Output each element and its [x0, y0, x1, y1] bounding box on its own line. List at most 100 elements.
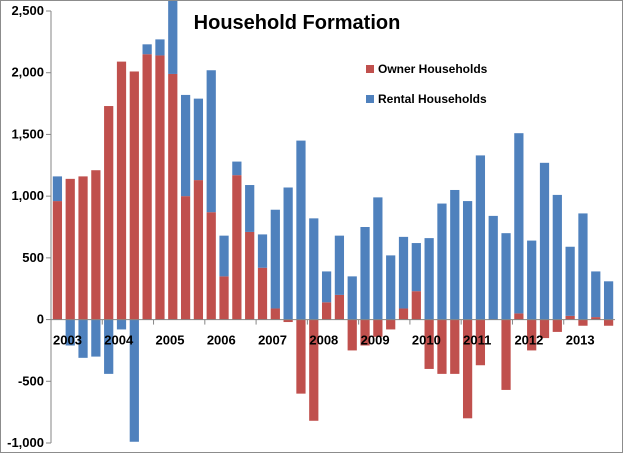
rental-bar [437, 203, 447, 320]
x-tick-label: 2006 [207, 333, 236, 348]
rental-bar [219, 235, 229, 277]
owner-bar [206, 212, 216, 320]
owner-bar [270, 308, 280, 320]
rental-bar [527, 240, 537, 320]
rental-bar [334, 235, 345, 295]
owner-bar [347, 319, 357, 351]
owner-bar [437, 319, 447, 374]
owner-bar [591, 317, 601, 320]
owner-bar [91, 170, 101, 320]
rental-bar [65, 319, 75, 346]
y-tick-label: 1,500 [11, 126, 44, 141]
y-tick-label: -500 [18, 373, 44, 388]
owner-bar [321, 302, 332, 320]
owner-bar [296, 319, 306, 394]
owner-bar [65, 178, 75, 320]
owner-bar [539, 319, 550, 339]
x-tick-labels: 2003 2004 2005 2006 2007 2008 2009 2010 2011 2012… [50, 319, 595, 348]
y-tick-label: 2,000 [11, 65, 44, 80]
y-ticks: -1,000 -500 0 500 1,000 1,500 2,000 2,500 [7, 3, 51, 450]
rental-bar [565, 246, 575, 316]
owner-bar [373, 319, 383, 337]
rental-bar [360, 227, 370, 320]
chart-title: Household Formation [194, 12, 401, 34]
rental-bar [347, 276, 357, 320]
owner-bar [603, 319, 614, 326]
rental-bar [603, 281, 614, 320]
x-tick-label: 2011 [463, 333, 491, 348]
owner-bar [424, 319, 434, 369]
rental-bar [475, 155, 486, 320]
rental-bar [168, 0, 178, 74]
rental-bar [386, 255, 396, 320]
rental-bar [91, 319, 101, 357]
rental-bar [296, 140, 306, 320]
y-tick-label: 0 [37, 312, 44, 327]
owner-bar [334, 294, 345, 320]
owner-bar [552, 319, 562, 332]
owner-bar [193, 180, 204, 320]
rental-bar [104, 319, 114, 374]
rental-bar [155, 39, 165, 56]
x-tick-label: 2004 [104, 333, 134, 348]
rental-bar [245, 185, 255, 232]
rental-bar [180, 94, 191, 197]
rental-bar [501, 233, 511, 320]
rental-bar [591, 271, 601, 318]
rental-bar [462, 201, 473, 320]
owner-bar [129, 71, 139, 320]
bars-layer [52, 0, 614, 442]
owner-bar [450, 319, 460, 374]
rental-bar [488, 215, 498, 320]
rental-bar [539, 162, 550, 320]
owner-bar [116, 61, 127, 320]
y-tick-label: 2,500 [11, 3, 44, 18]
rental-bar [52, 176, 63, 202]
owner-bar [180, 196, 191, 320]
rental-bar [116, 319, 127, 330]
owner-bar [52, 201, 63, 320]
owner-bar [462, 319, 473, 419]
rental-bar [424, 238, 434, 320]
owner-bar [411, 291, 421, 320]
rental-bar [270, 209, 280, 309]
x-tick-label: 2003 [53, 333, 82, 348]
rental-bar [321, 271, 332, 303]
owner-bar [283, 319, 293, 323]
owner-bar [78, 176, 88, 320]
legend-swatch-owner [366, 65, 374, 73]
x-tick-label: 2005 [156, 333, 185, 348]
rental-bar [552, 194, 562, 320]
rental-bar [398, 236, 409, 309]
owner-bar [398, 308, 409, 320]
owner-bar [386, 319, 396, 330]
owner-bar [360, 319, 370, 346]
owner-bar [155, 55, 165, 320]
x-tick-label: 2008 [309, 333, 338, 348]
rental-bar [142, 44, 152, 55]
rental-bar [309, 218, 319, 320]
owner-bar [309, 319, 319, 421]
rental-bar [411, 243, 421, 292]
y-tick-label: 500 [22, 250, 44, 265]
rental-bar [450, 189, 460, 320]
x-tick-label: 2010 [412, 333, 441, 348]
owner-bar [168, 73, 178, 320]
y-tick-label: 1,000 [11, 188, 44, 203]
owner-bar [257, 267, 268, 320]
x-tick-label: 2009 [361, 333, 390, 348]
owner-bar [578, 319, 588, 326]
rental-bar [232, 161, 242, 176]
rental-bar [373, 197, 383, 320]
owner-bar [104, 106, 114, 320]
legend-label-owner: Owner Households [378, 62, 488, 76]
rental-bar [514, 133, 524, 314]
rental-bar [206, 70, 216, 213]
rental-bar [193, 98, 204, 181]
owner-bar [514, 313, 524, 320]
owner-bar [245, 231, 255, 320]
owner-bar [527, 319, 537, 351]
owner-bar [565, 315, 575, 320]
rental-bar [129, 319, 139, 442]
owner-bar [501, 319, 511, 390]
